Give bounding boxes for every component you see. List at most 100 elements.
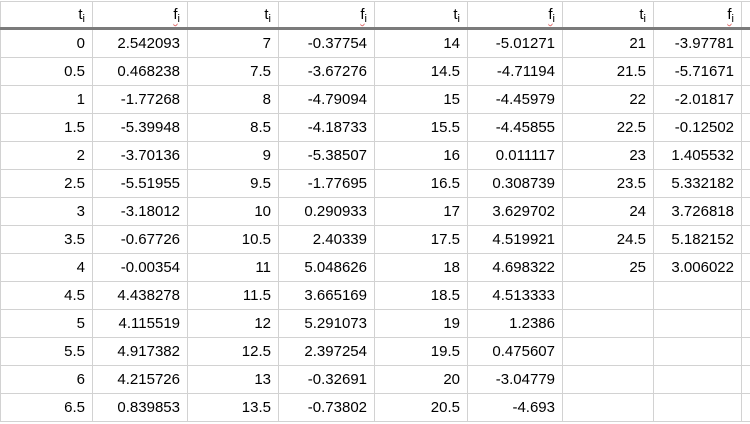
- t-cell[interactable]: 11: [187, 253, 279, 282]
- col-header-f[interactable]: fi: [467, 1, 563, 30]
- f-cell[interactable]: 3.665169: [278, 281, 375, 310]
- t-cell[interactable]: 24: [562, 197, 654, 226]
- t-cell[interactable]: 19.5: [374, 337, 468, 366]
- f-cell[interactable]: -0.32691: [278, 365, 375, 394]
- t-cell[interactable]: 20.5: [374, 393, 468, 422]
- t-cell[interactable]: 12: [187, 309, 279, 338]
- t-cell[interactable]: 13: [187, 365, 279, 394]
- f-cell[interactable]: -5.38507: [278, 141, 375, 170]
- t-cell[interactable]: 25: [562, 253, 654, 282]
- t-cell[interactable]: 6.5: [0, 393, 93, 422]
- t-cell[interactable]: [562, 337, 654, 366]
- t-cell[interactable]: 14: [374, 28, 468, 58]
- f-cell[interactable]: -5.71671: [653, 57, 742, 86]
- t-cell[interactable]: 21.5: [562, 57, 654, 86]
- t-cell[interactable]: 22: [562, 85, 654, 114]
- f-cell[interactable]: -0.73802: [278, 393, 375, 422]
- t-cell[interactable]: 24.5: [562, 225, 654, 254]
- t-cell[interactable]: 16.5: [374, 169, 468, 198]
- f-cell[interactable]: -3.97781: [653, 28, 742, 58]
- t-cell[interactable]: 23.5: [562, 169, 654, 198]
- f-cell[interactable]: 0.308739: [467, 169, 563, 198]
- f-cell[interactable]: 0.839853: [92, 393, 188, 422]
- t-cell[interactable]: 7.5: [187, 57, 279, 86]
- f-cell[interactable]: 5.332182: [653, 169, 742, 198]
- t-cell[interactable]: 18.5: [374, 281, 468, 310]
- t-cell[interactable]: [562, 281, 654, 310]
- t-cell[interactable]: [562, 365, 654, 394]
- t-cell[interactable]: 0.5: [0, 57, 93, 86]
- t-cell[interactable]: 2.5: [0, 169, 93, 198]
- f-cell[interactable]: 5.291073: [278, 309, 375, 338]
- t-cell[interactable]: 1.5: [0, 113, 93, 142]
- f-cell[interactable]: 0.011117: [467, 141, 563, 170]
- t-cell[interactable]: 4: [0, 253, 93, 282]
- col-header-t[interactable]: ti: [562, 1, 654, 30]
- t-cell[interactable]: 15: [374, 85, 468, 114]
- t-cell[interactable]: 8: [187, 85, 279, 114]
- f-cell[interactable]: 4.513333: [467, 281, 563, 310]
- f-cell[interactable]: [653, 337, 742, 366]
- t-cell[interactable]: [562, 309, 654, 338]
- f-cell[interactable]: -4.79094: [278, 85, 375, 114]
- t-cell[interactable]: 14.5: [374, 57, 468, 86]
- t-cell[interactable]: 17.5: [374, 225, 468, 254]
- col-header-f[interactable]: fi: [92, 1, 188, 30]
- t-cell[interactable]: 12.5: [187, 337, 279, 366]
- f-cell[interactable]: 3.006022: [653, 253, 742, 282]
- f-cell[interactable]: 3.726818: [653, 197, 742, 226]
- f-cell[interactable]: -4.18733: [278, 113, 375, 142]
- f-cell[interactable]: 2.40339: [278, 225, 375, 254]
- col-header-t[interactable]: ti: [187, 1, 279, 30]
- f-cell[interactable]: -1.77695: [278, 169, 375, 198]
- t-cell[interactable]: 23: [562, 141, 654, 170]
- f-cell[interactable]: 4.115519: [92, 309, 188, 338]
- f-cell[interactable]: -4.45855: [467, 113, 563, 142]
- t-cell[interactable]: 20: [374, 365, 468, 394]
- t-cell[interactable]: 17: [374, 197, 468, 226]
- t-cell[interactable]: 9.5: [187, 169, 279, 198]
- f-cell[interactable]: 0.468238: [92, 57, 188, 86]
- t-cell[interactable]: 4.5: [0, 281, 93, 310]
- col-header-t[interactable]: ti: [374, 1, 468, 30]
- f-cell[interactable]: 5.048626: [278, 253, 375, 282]
- t-cell[interactable]: 6: [0, 365, 93, 394]
- f-cell[interactable]: -3.70136: [92, 141, 188, 170]
- f-cell[interactable]: -3.18012: [92, 197, 188, 226]
- f-cell[interactable]: 3.629702: [467, 197, 563, 226]
- col-header-t[interactable]: ti: [0, 1, 93, 30]
- t-cell[interactable]: 5: [0, 309, 93, 338]
- f-cell[interactable]: 4.519921: [467, 225, 563, 254]
- f-cell[interactable]: -3.04779: [467, 365, 563, 394]
- f-cell[interactable]: 0.290933: [278, 197, 375, 226]
- t-cell[interactable]: 21: [562, 28, 654, 58]
- f-cell[interactable]: -4.693: [467, 393, 563, 422]
- t-cell[interactable]: 18: [374, 253, 468, 282]
- t-cell[interactable]: 9: [187, 141, 279, 170]
- f-cell[interactable]: [653, 365, 742, 394]
- t-cell[interactable]: 16: [374, 141, 468, 170]
- t-cell[interactable]: 8.5: [187, 113, 279, 142]
- f-cell[interactable]: -0.37754: [278, 28, 375, 58]
- f-cell[interactable]: -0.00354: [92, 253, 188, 282]
- f-cell[interactable]: [653, 309, 742, 338]
- f-cell[interactable]: 5.182152: [653, 225, 742, 254]
- t-cell[interactable]: 19: [374, 309, 468, 338]
- f-cell[interactable]: -5.01271: [467, 28, 563, 58]
- t-cell[interactable]: 3.5: [0, 225, 93, 254]
- t-cell[interactable]: 7: [187, 28, 279, 58]
- t-cell[interactable]: 10: [187, 197, 279, 226]
- f-cell[interactable]: -2.01817: [653, 85, 742, 114]
- f-cell[interactable]: 4.917382: [92, 337, 188, 366]
- f-cell[interactable]: [653, 281, 742, 310]
- f-cell[interactable]: 4.698322: [467, 253, 563, 282]
- col-header-f[interactable]: fi: [653, 1, 742, 30]
- t-cell[interactable]: [562, 393, 654, 422]
- f-cell[interactable]: -3.67276: [278, 57, 375, 86]
- f-cell[interactable]: 4.215726: [92, 365, 188, 394]
- t-cell[interactable]: 2: [0, 141, 93, 170]
- f-cell[interactable]: [653, 393, 742, 422]
- f-cell[interactable]: 2.542093: [92, 28, 188, 58]
- f-cell[interactable]: 4.438278: [92, 281, 188, 310]
- t-cell[interactable]: 22.5: [562, 113, 654, 142]
